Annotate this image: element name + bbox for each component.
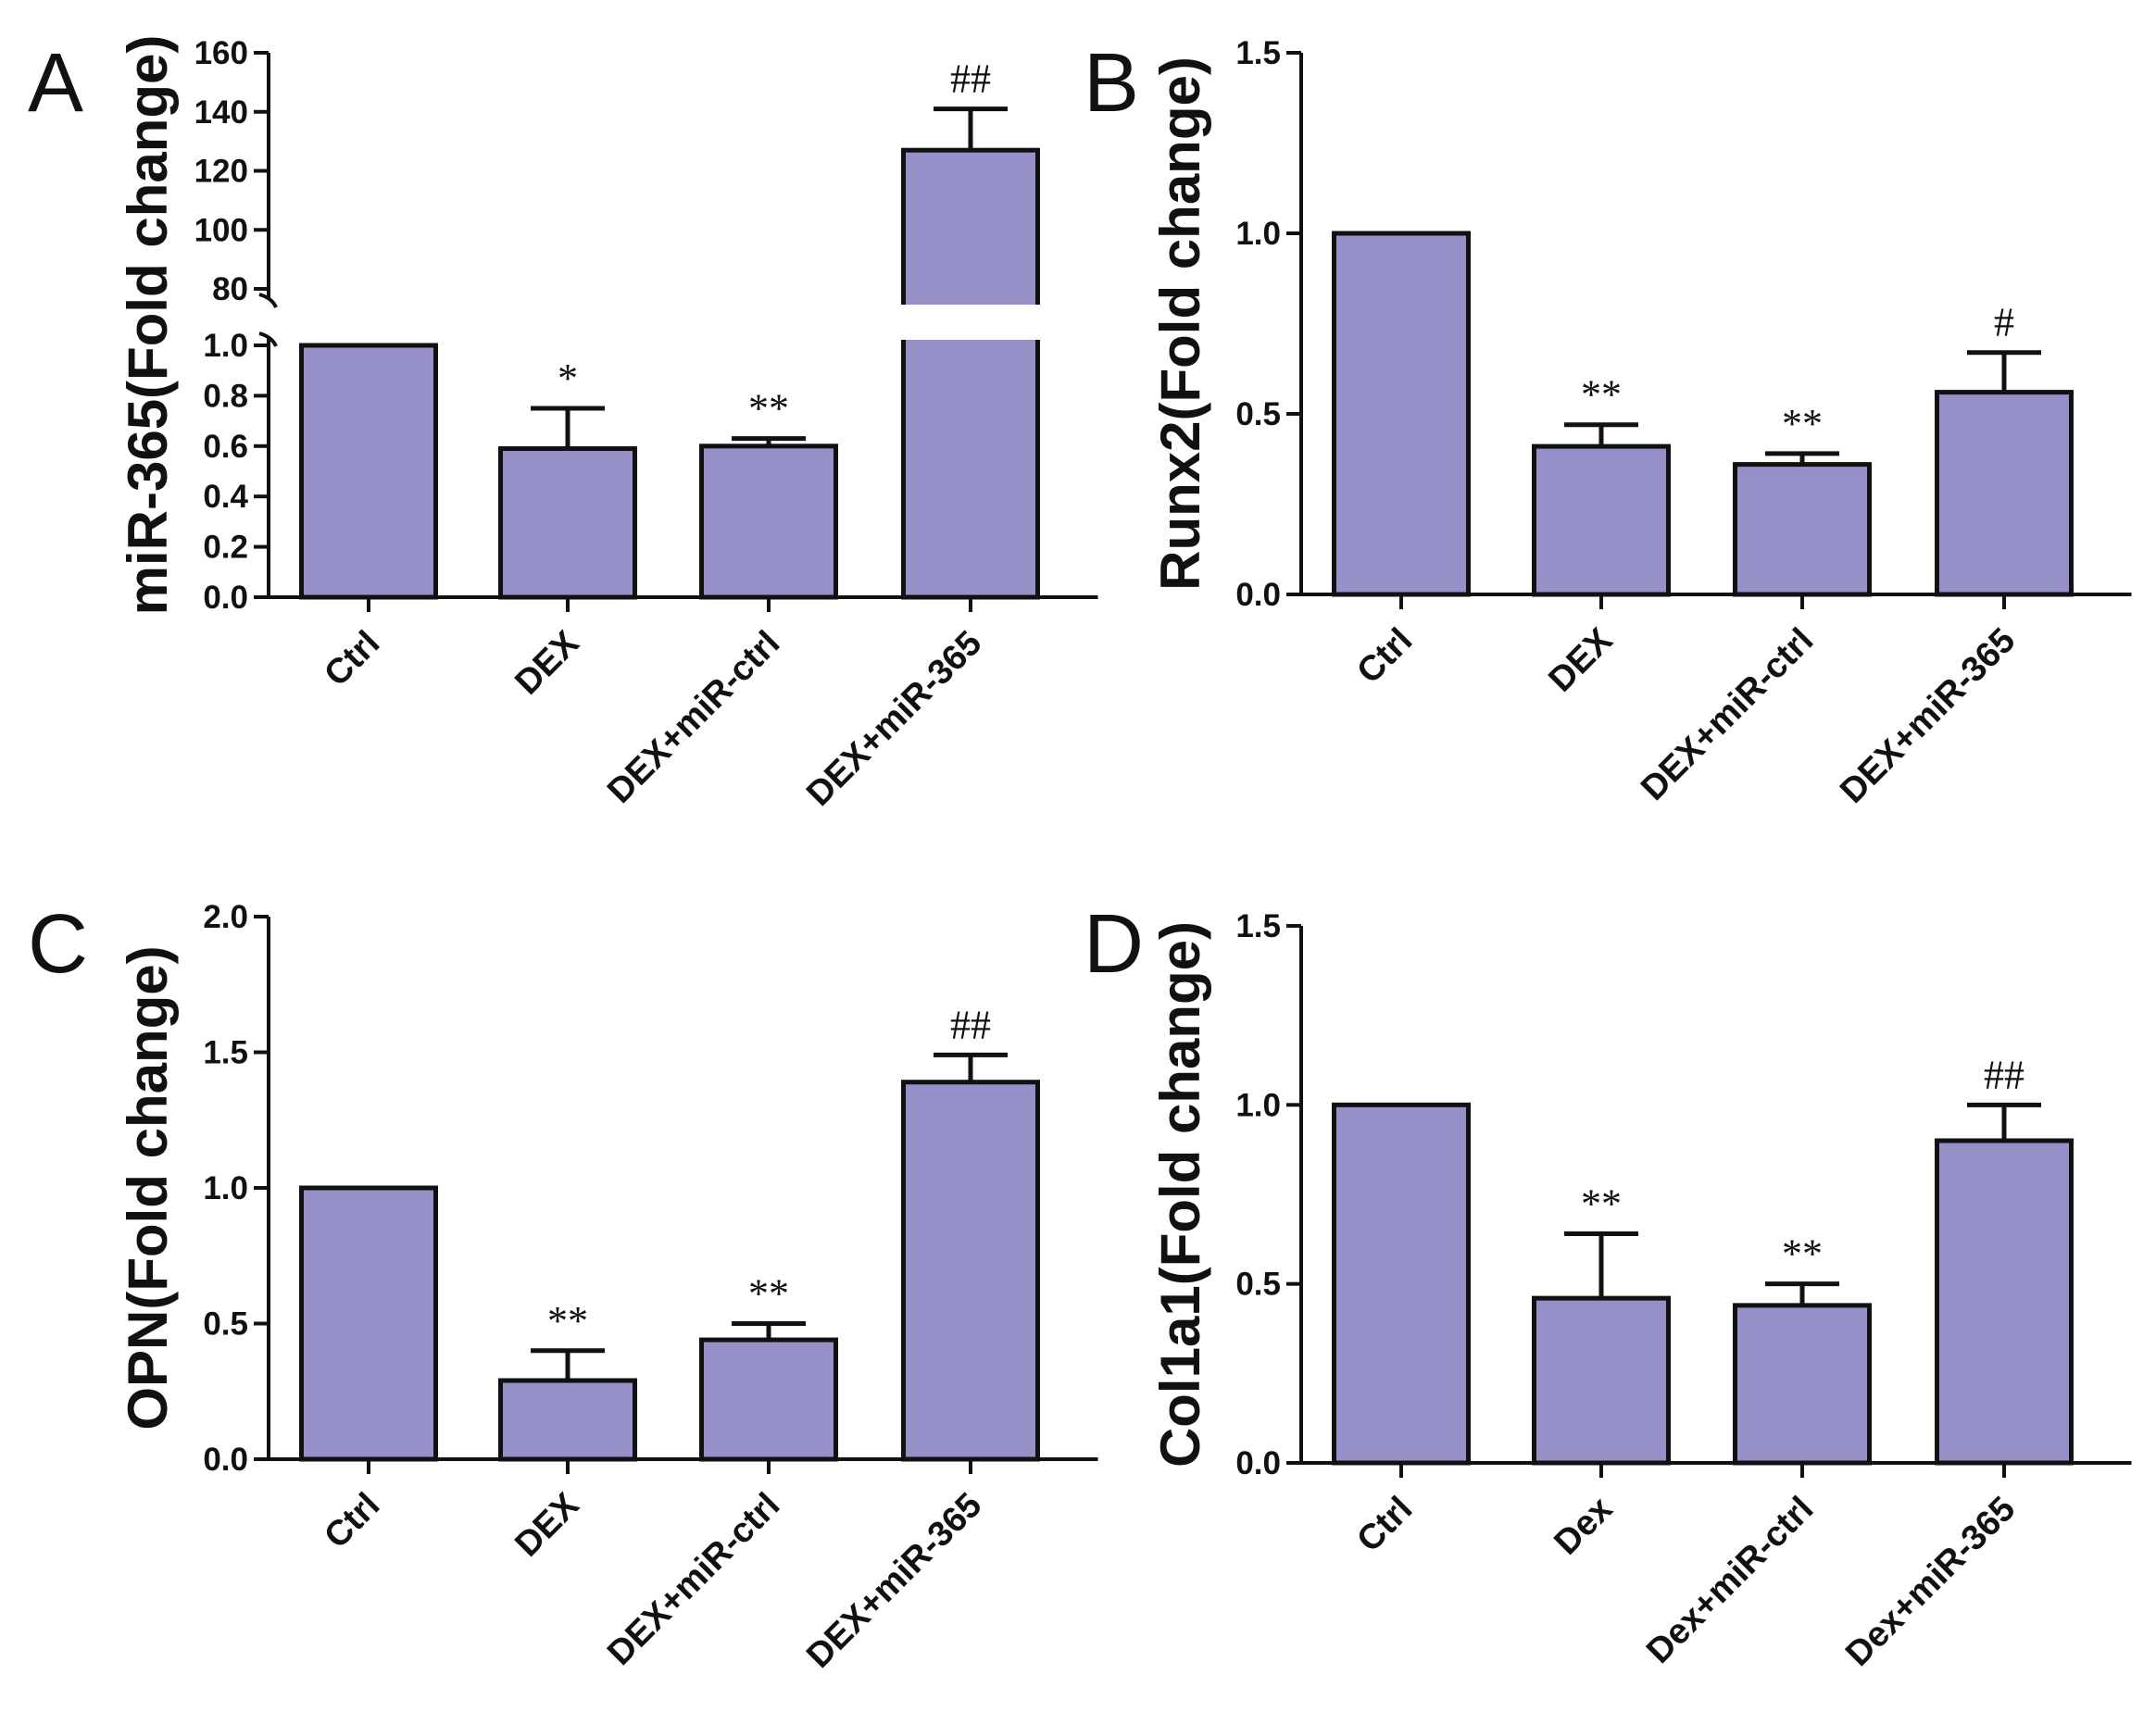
axis-break-mark-bottom-a xyxy=(258,331,278,347)
bar-a xyxy=(699,443,838,600)
bar-d xyxy=(1532,1295,1671,1466)
y-axis-title-d: Col1a1(Fold change) xyxy=(1149,921,1211,1468)
y-tick-label-c: 0.5 xyxy=(203,1306,248,1343)
y-tick-label-d: 0.5 xyxy=(1235,1267,1281,1303)
significance-mark-c: ## xyxy=(950,1002,991,1047)
category-label-b: DEX xyxy=(1541,620,1620,699)
y-tick-label-a: 140 xyxy=(194,94,248,131)
y-tick-label-a: 0.6 xyxy=(203,429,248,465)
bar-a xyxy=(901,147,1040,600)
category-label-d: Dex+miR-ctrl xyxy=(1639,1490,1821,1671)
y-axis-title-c: OPN(Fold change) xyxy=(117,945,179,1430)
y-tick-label-a: 120 xyxy=(194,154,248,190)
y-tick-label-a: 160 xyxy=(194,35,248,71)
bar-b xyxy=(1935,390,2074,597)
y-tick-label-a: 0.0 xyxy=(203,580,248,616)
category-label-b: DEX+miR-365 xyxy=(1833,621,2023,811)
y-tick-label-a: 0.2 xyxy=(203,530,248,566)
y-tick-label-c: 1.5 xyxy=(203,1035,248,1071)
panel-letter-c: C xyxy=(28,898,88,991)
category-label-b: Ctrl xyxy=(1349,621,1420,692)
bar-b xyxy=(1532,443,1671,597)
significance-mark-d: ** xyxy=(1782,1231,1823,1277)
significance-mark-c: ** xyxy=(748,1271,789,1317)
panel-letter-a: A xyxy=(28,37,83,130)
significance-mark-a: * xyxy=(558,356,578,401)
category-label-a: DEX+miR-365 xyxy=(799,624,989,814)
bar-b xyxy=(1332,231,1471,597)
bar-d xyxy=(1332,1102,1471,1466)
y-tick-label-d: 0.0 xyxy=(1235,1445,1281,1481)
panel-d: D 0.0 0.5 1.0 1.5 Col1a1(Fold change) Ctrl ** De… xyxy=(1084,898,2132,1674)
y-tick-label-a: 0.4 xyxy=(203,479,248,515)
category-label-a: Ctrl xyxy=(317,624,387,694)
bar-c xyxy=(901,1080,1040,1462)
y-tick-label-a: 80 xyxy=(212,271,248,307)
y-axis-title-b: Runx2(Fold change) xyxy=(1149,56,1211,591)
bar-a xyxy=(498,446,637,600)
category-label-c: DEX+miR-ctrl xyxy=(600,1486,787,1673)
category-label-a: DEX xyxy=(508,623,586,702)
y-tick-label-c: 1.0 xyxy=(203,1170,248,1206)
bar-d xyxy=(1733,1303,1872,1466)
bar-b xyxy=(1733,462,1872,597)
panel-a: A 0.0 0.2 0.4 0.6 0.8 1.0 80 100 120 140 160 miR-365… xyxy=(28,35,1098,814)
bar-c xyxy=(699,1337,838,1462)
y-tick-label-b: 1.5 xyxy=(1235,35,1281,71)
y-tick-label-b: 0.0 xyxy=(1235,577,1281,613)
panel-letter-b: B xyxy=(1084,37,1139,130)
significance-mark-a: ## xyxy=(950,56,991,102)
significance-mark-d: ## xyxy=(1984,1052,2024,1097)
significance-mark-c: ** xyxy=(547,1298,588,1343)
significance-mark-b: ** xyxy=(1581,372,1622,418)
category-label-d: Dex xyxy=(1547,1490,1620,1563)
category-label-c: Ctrl xyxy=(317,1486,387,1556)
category-label-d: Ctrl xyxy=(1349,1490,1420,1560)
category-label-a: DEX+miR-ctrl xyxy=(600,624,787,811)
category-label-d: Dex+miR-365 xyxy=(1838,1490,2023,1674)
y-tick-label-b: 1.0 xyxy=(1235,216,1281,252)
bar-c xyxy=(299,1185,438,1462)
significance-mark-a: ** xyxy=(748,386,789,431)
axis-break-mark-top-a xyxy=(258,293,278,308)
panel-c: C 0.0 0.5 1.0 1.5 2.0 OPN(Fold change) Ctrl ** DE… xyxy=(28,898,1098,1676)
y-tick-label-c: 0.0 xyxy=(203,1442,248,1478)
category-label-b: DEX+miR-ctrl xyxy=(1634,621,1821,808)
y-tick-label-a: 1.0 xyxy=(203,328,248,364)
y-tick-label-d: 1.0 xyxy=(1235,1087,1281,1123)
category-label-c: DEX+miR-365 xyxy=(799,1486,989,1676)
y-tick-label-c: 2.0 xyxy=(203,899,248,935)
y-tick-label-d: 1.5 xyxy=(1235,908,1281,944)
bar-a xyxy=(299,343,438,600)
significance-mark-d: ** xyxy=(1581,1181,1622,1227)
y-tick-label-b: 0.5 xyxy=(1235,396,1281,432)
bar-c xyxy=(498,1378,637,1462)
y-axis-title-a: miR-365(Fold change) xyxy=(117,35,179,616)
significance-mark-b: # xyxy=(1994,300,2014,345)
panel-letter-d: D xyxy=(1084,898,1144,991)
significance-mark-b: ** xyxy=(1782,401,1823,446)
panel-b: B 0.0 0.5 1.0 1.5 Runx2(Fold change) Ctrl ** DEX… xyxy=(1084,35,2132,811)
axis-break-gap-a xyxy=(897,305,1044,340)
y-tick-label-a: 0.8 xyxy=(203,378,248,414)
bar-d xyxy=(1935,1138,2074,1466)
category-label-c: DEX xyxy=(508,1485,586,1564)
y-tick-label-a: 100 xyxy=(194,212,248,248)
